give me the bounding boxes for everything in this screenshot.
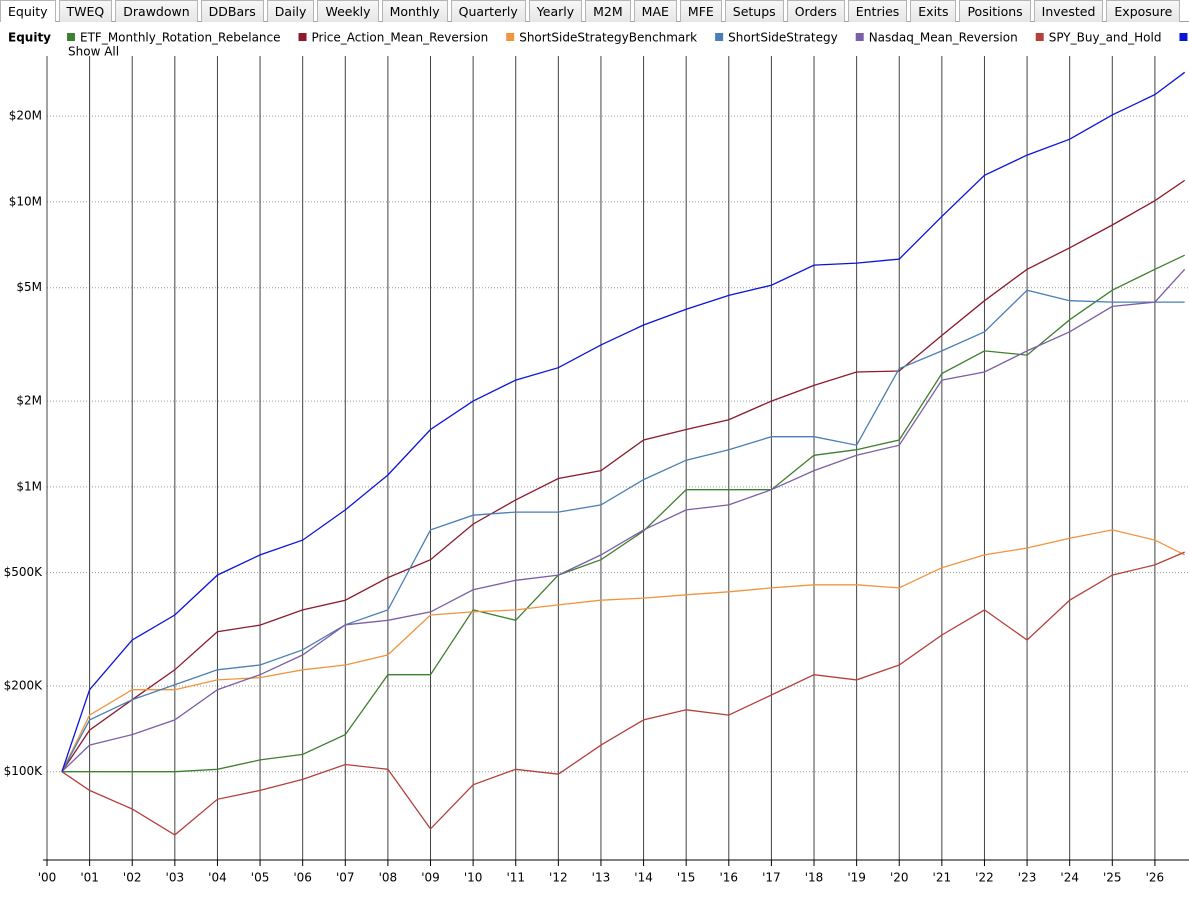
x-tick-label: '25 [1103,871,1122,885]
tab[interactable]: Positions [959,0,1031,22]
series-line [61,268,1186,773]
tab[interactable]: Drawdown [115,0,198,22]
show-all[interactable]: Show All [68,45,119,59]
y-tick-label: $10M [9,194,42,208]
legend-label[interactable]: SPY_Buy_and_Hold [1049,31,1162,45]
x-tick-label: '10 [464,871,483,885]
tab[interactable]: Daily [266,0,315,22]
x-tick-label: '20 [890,871,909,885]
x-tick-label: '15 [677,871,696,885]
legend-swatch[interactable] [1179,33,1188,41]
x-tick-label: '09 [421,871,440,885]
x-tick-label: '14 [634,871,653,885]
legend-label[interactable]: Price_Action_Mean_Reversion [312,31,489,45]
x-tick-label: '02 [123,871,142,885]
y-tick-label: $5M [16,280,42,294]
tab[interactable]: M2M [585,0,631,22]
x-tick-label: '12 [549,871,568,885]
legend-swatch[interactable] [1035,33,1044,41]
tab[interactable]: Exposure [1106,0,1181,22]
series-line [61,289,1185,773]
series-line [61,71,1186,772]
tab[interactable]: MAE [633,0,677,22]
x-tick-label: '16 [720,871,739,885]
series-line [61,179,1186,773]
legend-title: Equity [8,31,51,45]
x-tick-label: '00 [38,871,57,885]
series-line [61,551,1185,836]
x-tick-label: '06 [293,871,312,885]
x-tick-label: '23 [1018,871,1037,885]
x-tick-label: '22 [975,871,994,885]
series-line [61,529,1185,772]
x-tick-label: '05 [251,871,270,885]
x-tick-label: '11 [506,871,525,885]
tab[interactable]: Entries [847,0,908,22]
x-tick-label: '21 [933,871,952,885]
x-tick-label: '13 [592,871,611,885]
x-tick-label: '07 [336,871,355,885]
y-tick-label: $500K [4,565,44,579]
y-tick-label: $1M [16,479,42,493]
tab[interactable]: Monthly [381,0,448,22]
x-tick-label: '01 [80,871,99,885]
legend-label[interactable]: Nasdaq_Mean_Reversion [869,31,1018,45]
x-tick-label: '03 [166,871,185,885]
legend-swatch[interactable] [715,33,724,41]
legend-swatch[interactable] [67,33,75,41]
tab[interactable]: TWEQ [58,0,113,22]
y-tick-label: $2M [16,394,42,408]
tab[interactable]: Invested [1033,0,1104,22]
x-tick-label: '18 [805,871,824,885]
tab[interactable]: Equity [0,0,56,22]
x-tick-label: '17 [762,871,781,885]
legend-label[interactable]: ShortSideStrategyBenchmark [519,31,697,45]
tab[interactable]: Yearly [528,0,583,22]
y-tick-label: $20M [9,109,42,123]
legend-swatch[interactable] [855,33,864,41]
tab[interactable]: Weekly [317,0,379,22]
x-tick-label: '24 [1060,871,1079,885]
tab[interactable]: DDBars [200,0,264,22]
x-tick-label: '19 [847,871,866,885]
legend-swatch[interactable] [298,33,307,41]
x-tick-label: '26 [1146,871,1165,885]
tab[interactable]: Orders [786,0,845,22]
legend-label[interactable]: ETF_Monthly_Rotation_Rebelance [80,31,281,45]
tab-bar: Equity TWEQ Drawdown DDBars Daily Weekly Month… [0,0,1189,22]
y-tick-label: $100K [4,764,44,778]
x-tick-label: '04 [208,871,227,885]
x-tick-label: '08 [379,871,398,885]
tab[interactable]: Exits [910,0,957,22]
tab[interactable]: Quarterly [450,0,526,22]
tab[interactable]: Setups [724,0,784,22]
y-tick-label: $200K [4,678,44,692]
series-line [61,254,1185,773]
legend-swatch[interactable] [506,33,515,41]
legend-label[interactable]: ShortSideStrategy [728,31,838,45]
tab[interactable]: MFE [679,0,722,22]
